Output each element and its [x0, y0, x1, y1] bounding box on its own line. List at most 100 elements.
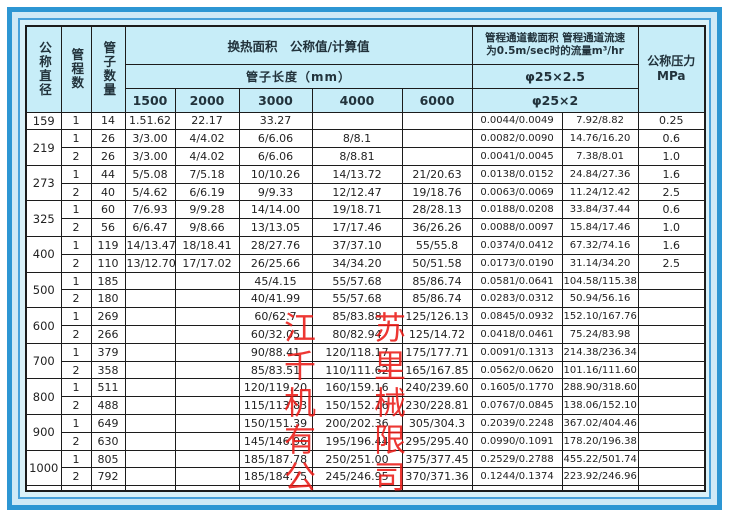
cell-l1500	[124, 467, 176, 487]
table-row: 2 792 185/184.75 245/246.95 370/371.36 0.1244…	[26, 467, 706, 487]
cell-pressure: 0.6	[637, 200, 706, 220]
cell-cross: 0.0418/0.0461	[471, 325, 563, 344]
cell-cross: 0.0041/0.0045	[471, 147, 563, 166]
cell-l4000: 200/202.36	[311, 414, 403, 433]
cell-flow: 7.92/8.82	[561, 111, 639, 131]
table-row: 2 488 115/113.83 150/152.16 230/228.81 0.0767…	[26, 396, 706, 416]
cell-l6000: 28/28.13	[401, 200, 473, 220]
header-heat-exchange-area: 换热面积 公称值/计算值	[124, 25, 473, 65]
cell-flow: 104.58/115.38	[561, 271, 639, 291]
col-header-length-3000: 3000	[238, 87, 313, 113]
cell-pressure: 1.0	[637, 147, 706, 166]
cell-l1500	[124, 342, 176, 362]
cell-l1500: 3/3.00	[124, 129, 176, 149]
cell-l4000	[311, 111, 403, 131]
cell-l6000: 370/371.36	[401, 467, 473, 487]
table-row: 2 180 40/41.99 55/57.68 85/86.74 0.0283/0.031…	[26, 289, 706, 309]
cell-tubes: 269	[90, 307, 126, 327]
cell-pressure	[637, 360, 706, 380]
cell-dia: 400	[25, 236, 62, 273]
cell-flow: 7.38/8.01	[561, 147, 639, 166]
header-channel-section-flow: 管程通道截面积 管程通道流速 为0.5m/sec时的流量m³/hr	[471, 25, 639, 65]
cell-passes: 2	[60, 467, 92, 487]
cell-l2000	[174, 325, 240, 344]
cell-passes: 2	[60, 147, 92, 166]
cell-cross: 0.0990/0.1091	[471, 431, 563, 451]
cell-cross: 0.2529/0.2788	[471, 449, 563, 469]
cell-cross: 0.0173/0.0190	[471, 253, 563, 273]
cell-pressure	[637, 325, 706, 344]
cell-l1500	[124, 485, 176, 492]
table-row: 2 266 60/32.05 80/82.94 125/14.72 0.0418/0.04…	[26, 325, 706, 344]
cell-dia: 500	[25, 271, 62, 309]
table-row: 273 1 44 5/5.08 7/5.18 10/10.26 14/13.72 21/20.…	[25, 164, 706, 202]
cell-l4000: 12/12.47	[311, 182, 403, 202]
cell-l6000: 165/167.85	[401, 360, 473, 380]
cell-dia	[25, 485, 62, 492]
cell-cross: 0.0088/0.0097	[471, 218, 563, 238]
header-channel-line2: 为0.5m/sec时的流量m³/hr	[486, 45, 624, 58]
col-header-tube-passes: 管程数	[60, 25, 92, 113]
table-row: 219 1 26 3/3.00 4/4.02 6/6.06 8/8.1 0.0082/0.00…	[25, 129, 706, 166]
table-row: 159 1 14 1.51.62 22.17 33.27 0.0044/0.0049 7.92…	[25, 111, 706, 131]
cell-passes: 1	[60, 236, 92, 255]
col-header-pressure-unit: MPa	[657, 69, 686, 84]
cell-l2000: 9/8.66	[174, 218, 240, 238]
cell-l3000: 150/151.39	[238, 414, 313, 433]
table-row-sliver	[25, 485, 706, 492]
cell-dia: 700	[25, 342, 62, 380]
cell-cross: 0.0082/0.0090	[471, 129, 563, 149]
cell-tubes: 379	[90, 342, 126, 362]
cell-l1500: 6/6.47	[124, 218, 176, 238]
cell-l2000: 4/4.02	[174, 129, 240, 149]
cell-l4000: 195/196.44	[311, 431, 403, 451]
cell-l1500	[124, 378, 176, 398]
cell-l6000: 85/86.74	[401, 271, 473, 291]
cell-pressure	[637, 271, 706, 291]
header-tube-length: 管子长度（mm）	[124, 63, 473, 89]
cell-tubes: 358	[90, 360, 126, 380]
cell-pressure	[637, 485, 706, 492]
cell-flow: 367.02/404.46	[561, 414, 639, 433]
cell-flow: 455.22/501.74	[561, 449, 639, 469]
cell-l3000: 33.27	[238, 111, 313, 131]
cell-cross: 0.0063/0.0069	[471, 182, 563, 202]
cell-flow: 67.32/74.16	[561, 236, 639, 255]
cell-cross: 0.1244/0.1374	[471, 467, 563, 487]
cell-l6000: 240/239.60	[401, 378, 473, 398]
cell-tubes: 14	[90, 111, 126, 131]
cell-l2000	[174, 449, 240, 469]
header-channel-line1: 管程通道截面积 管程通道流速	[484, 31, 626, 44]
cell-l4000: 120/118.17	[311, 342, 403, 362]
cell-l2000: 18/18.41	[174, 236, 240, 255]
cell-tubes: 44	[90, 164, 126, 184]
cell-cross	[471, 485, 563, 492]
cell-l3000: 90/88.41	[238, 342, 313, 362]
cell-pressure: 2.5	[637, 182, 706, 202]
cell-l6000: 36/26.26	[401, 218, 473, 238]
cell-dia: 273	[25, 164, 62, 202]
cell-cross: 0.0044/0.0049	[471, 111, 563, 131]
cell-l1500: 7/6.93	[124, 200, 176, 220]
cell-l3000: 9/9.33	[238, 182, 313, 202]
cell-passes: 1	[60, 111, 92, 131]
cell-l3000: 6/6.06	[238, 147, 313, 166]
cell-l4000	[311, 485, 403, 492]
cell-l3000: 185/187.78	[238, 449, 313, 469]
cell-tubes	[90, 485, 126, 492]
cell-l1500	[124, 360, 176, 380]
header-row-3: 1500 2000 3000 4000 6000 φ25×2	[26, 87, 705, 113]
cell-flow: 214.38/236.34	[561, 342, 639, 362]
cell-l3000: 60/62.7	[238, 307, 313, 327]
cell-l1500	[124, 325, 176, 344]
cell-l1500	[124, 271, 176, 291]
cell-dia: 900	[25, 414, 62, 451]
col-header-length-1500: 1500	[124, 87, 176, 113]
cell-l6000	[401, 129, 473, 149]
photo-frame-band: 公称直径 管程数 管子数量 换热面积 公称值/计算值 管程通道截面积 管程通道流…	[12, 12, 717, 505]
cell-l4000: 37/37.10	[311, 236, 403, 255]
header-row-2: 管子长度（mm） φ25×2.5	[26, 63, 705, 89]
cell-pressure	[637, 342, 706, 362]
col-header-length-2000: 2000	[174, 87, 240, 113]
table-row: 2 40 5/4.62 6/6.19 9/9.33 12/12.47 19/18.76 0.0…	[26, 182, 706, 202]
